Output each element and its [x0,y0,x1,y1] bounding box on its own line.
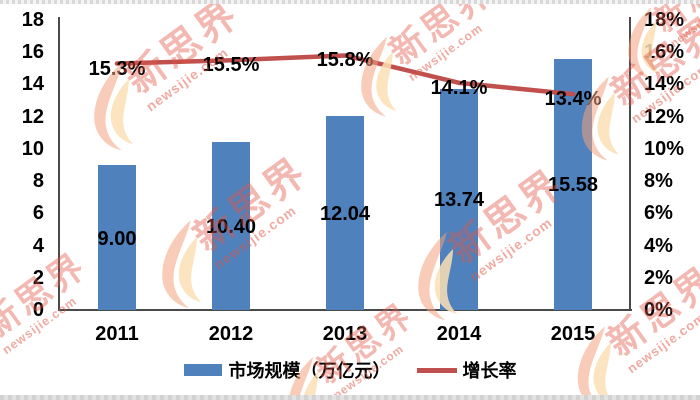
legend-label-market-size: 市场规模（万亿元） [228,361,391,381]
x-axis-category-label: 2014 [436,323,482,345]
y-axis-right-tick-label: 6% [644,202,673,225]
y-axis-right-tick-label: 4% [644,234,673,257]
line-value-label: 15.3% [88,57,146,80]
y-axis-left-tick-label: 8 [32,170,44,193]
bar-2011 [98,165,136,310]
bar-value-label: 9.00 [97,227,137,250]
legend-bar-swatch-icon [183,364,222,376]
y-axis-right-tick-label: 8% [644,170,673,193]
x-axis-line [58,309,632,311]
legend-label-growth-rate: 增长率 [462,361,517,381]
legend-item-growth-rate: 增长率 [416,357,517,383]
x-axis-category-label: 2011 [95,323,139,345]
bar-value-label: 15.58 [547,174,599,197]
y-axis-right-tick-label: 12% [644,105,685,128]
y-axis-right-tick-label: 10% [644,137,685,160]
bar-value-label: 10.40 [205,216,257,239]
y-axis-right-tick-label: 0% [644,299,673,321]
y-axis-left-tick-label: 14 [21,73,44,96]
bar-value-label: 13.74 [433,189,485,212]
legend-item-market-size: 市场规模（万亿元） [183,357,391,383]
y-axis-line-right [629,17,631,311]
top-edge-texture [0,0,700,4]
bar-value-label: 12.04 [319,203,371,225]
y-axis-right-tick-label: 14% [644,73,685,96]
x-axis-category-label: 2013 [322,323,368,345]
legend: 市场规模（万亿元） 增长率 [0,355,700,385]
y-axis-left-tick-label: 18 [21,9,44,31]
y-axis-left-tick-label: 4 [32,234,44,257]
y-axis-left-tick-label: 2 [32,266,44,289]
line-value-label: 15.8% [316,49,374,72]
line-value-label: 15.5% [202,54,260,77]
y-axis-left-tick-label: 12 [21,105,44,128]
bar-2013 [326,116,364,310]
line-value-label: 14.1% [430,76,488,99]
y-axis-left-tick-label: 16 [21,41,44,64]
bar-2012 [212,142,250,310]
bottom-edge-texture [0,395,700,400]
y-axis-left-tick-label: 0 [32,299,44,321]
x-axis-category-label: 2015 [550,323,596,345]
y-axis-left-tick-label: 10 [21,137,44,160]
legend-line-swatch-icon [416,367,457,373]
y-axis-right-tick-label: 18% [644,9,685,31]
y-axis-right-tick-label: 16% [644,41,685,64]
y-axis-line-left [58,17,60,311]
x-axis-category-label: 2012 [208,323,254,345]
line-value-label: 13.4% [544,88,602,111]
y-axis-left-tick-label: 6 [32,202,44,225]
y-axis-right-tick-label: 2% [644,266,673,289]
